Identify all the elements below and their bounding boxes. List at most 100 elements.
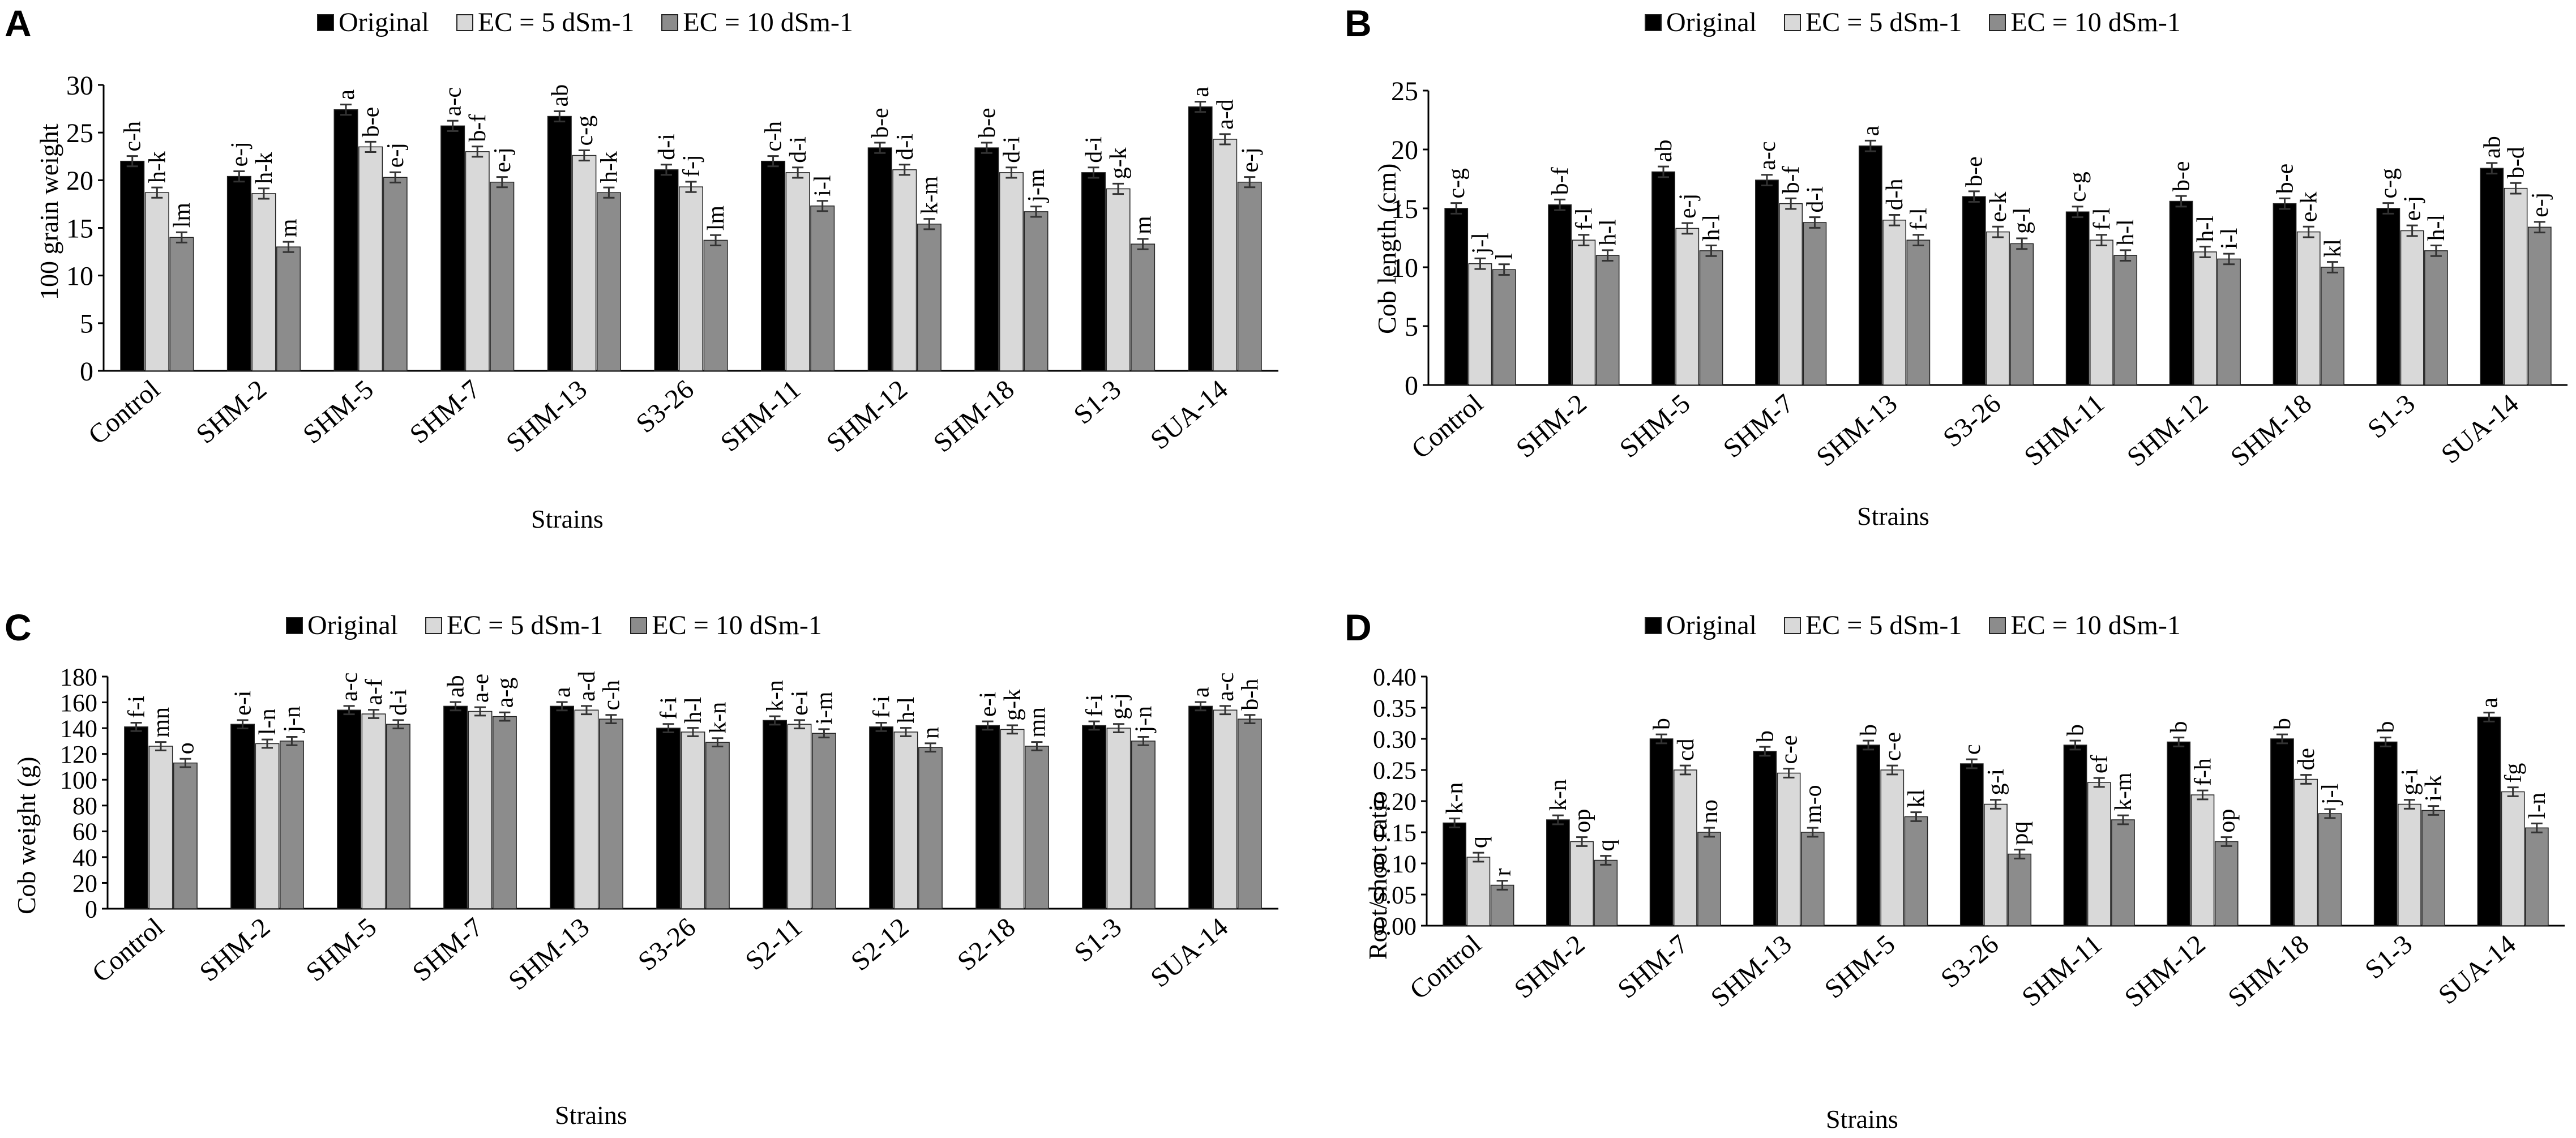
bar — [654, 169, 679, 371]
bar — [596, 192, 621, 371]
x-tick-label: SHM-2 — [1510, 388, 1592, 464]
data-label: b — [2270, 718, 2296, 730]
y-tick-label: 0.15 — [1373, 819, 1417, 846]
legend-item-original: Original — [1645, 7, 1757, 38]
data-label: e-i — [975, 692, 1002, 717]
x-tick-label: S2-18 — [952, 912, 1021, 977]
y-tick-label: 120 — [60, 741, 97, 768]
data-label: ab — [547, 84, 573, 107]
bar — [893, 731, 918, 909]
data-label: i-l — [810, 175, 836, 196]
y-tick-label: 15 — [1391, 194, 1418, 224]
data-label: k-n — [1442, 782, 1468, 814]
x-tick-label: S2-11 — [740, 912, 808, 976]
bar — [2480, 168, 2504, 386]
bar — [1570, 841, 1594, 926]
data-label: e-k — [1986, 192, 2012, 223]
x-tick-label: SUA-14 — [2433, 929, 2522, 1010]
bar — [230, 724, 255, 909]
data-label: mn — [148, 707, 174, 738]
bar — [1649, 738, 1674, 926]
data-label: q — [1466, 836, 1492, 848]
bar — [2090, 239, 2113, 386]
bar — [361, 713, 386, 909]
data-label: f-i — [124, 696, 150, 718]
y-tick-label: 5 — [1405, 312, 1418, 342]
swatch-original — [317, 14, 334, 31]
data-label: e-i — [230, 691, 256, 716]
bar — [1237, 718, 1262, 909]
bar — [1800, 832, 1825, 926]
x-tick-label: SHM-7 — [1612, 929, 1693, 1004]
data-label: g-i — [1983, 769, 2009, 795]
swatch-original — [1645, 617, 1662, 634]
chart-panel-b: B Original EC = 5 dSm-1 EC = 10 dSm-1 Co… — [1328, 0, 2576, 569]
bar — [2270, 738, 2294, 926]
data-label: cd — [1673, 738, 1699, 761]
bar — [2065, 211, 2090, 386]
bar — [869, 726, 894, 909]
panel-letter: A — [5, 2, 32, 44]
bar — [2477, 716, 2501, 926]
bar — [1106, 728, 1131, 909]
bar — [333, 109, 358, 371]
data-label: d-i — [999, 136, 1025, 163]
panel-letter: D — [1345, 606, 1372, 648]
data-label: f-h — [2190, 758, 2216, 786]
bar — [2167, 741, 2191, 926]
data-label: no — [1697, 799, 1723, 823]
data-label: k-m — [2111, 772, 2137, 811]
bar — [1444, 208, 1469, 386]
data-label: h-l — [2113, 219, 2139, 246]
data-label: e-j — [1675, 194, 1701, 219]
bar — [2527, 226, 2552, 386]
y-tick-label: 60 — [72, 818, 97, 846]
bar — [1753, 751, 1777, 926]
bar — [2400, 230, 2424, 386]
swatch-ec10 — [1989, 14, 2006, 31]
x-tick-label: SHM-11 — [2019, 388, 2110, 472]
bar — [1906, 239, 1931, 386]
legend-item-ec5: EC = 5 dSm-1 — [456, 7, 634, 38]
chart-panel-c: C Original EC = 5 dSm-1 EC = 10 dSm-1 Co… — [0, 592, 1288, 1138]
legend-item-ec10: EC = 10 dSm-1 — [1989, 7, 2181, 38]
bar — [917, 224, 942, 371]
x-tick-label: SHM-11 — [2016, 929, 2107, 1012]
bar — [1443, 822, 1467, 926]
x-tick-label: SUA-14 — [2436, 388, 2524, 469]
data-label: h-l — [1595, 219, 1621, 246]
bar — [2318, 813, 2342, 926]
data-label: mn — [1024, 707, 1050, 738]
y-tick-label: 30 — [66, 71, 93, 101]
data-label: i-l — [2216, 228, 2243, 249]
data-label: a-d — [1213, 99, 1239, 130]
x-tick-label: SUA-14 — [1145, 374, 1234, 455]
chart-panel-d: D Original EC = 5 dSm-1 EC = 10 dSm-1 Ro… — [1328, 592, 2576, 1138]
bar — [251, 193, 276, 371]
bar — [2190, 794, 2215, 926]
legend: Original EC = 5 dSm-1 EC = 10 dSm-1 — [1645, 7, 2181, 38]
data-label: h-k — [596, 151, 622, 183]
data-label: h-l — [2424, 215, 2450, 241]
bar — [173, 762, 198, 909]
chart-plot: 0.00 0.05 0.10 0.15 0.20 0.25 0.30 0.35 0.40 k-n q… — [1373, 663, 2565, 1013]
x-axis-title: Strains — [531, 504, 604, 533]
data-label: f-i — [869, 696, 895, 718]
bar — [386, 724, 410, 909]
data-label: b — [1649, 718, 1675, 730]
data-label: b-e — [1962, 156, 1988, 187]
legend-label: EC = 5 dSm-1 — [477, 7, 635, 37]
bar — [974, 147, 999, 371]
bar — [1779, 203, 1803, 386]
data-label: a-c — [337, 673, 363, 701]
legend-item-ec5: EC = 5 dSm-1 — [1783, 7, 1962, 38]
legend: Original EC = 5 dSm-1 EC = 10 dSm-1 — [1645, 610, 2181, 641]
bar — [787, 724, 812, 909]
y-tick-label: 80 — [72, 792, 97, 820]
legend-label: Original — [307, 610, 398, 640]
y-tick-label: 20 — [66, 166, 93, 196]
data-label: l-n — [2524, 793, 2551, 819]
data-label: pq — [2007, 822, 2033, 845]
x-tick-label: SHM-5 — [297, 374, 379, 450]
bar — [120, 160, 145, 371]
